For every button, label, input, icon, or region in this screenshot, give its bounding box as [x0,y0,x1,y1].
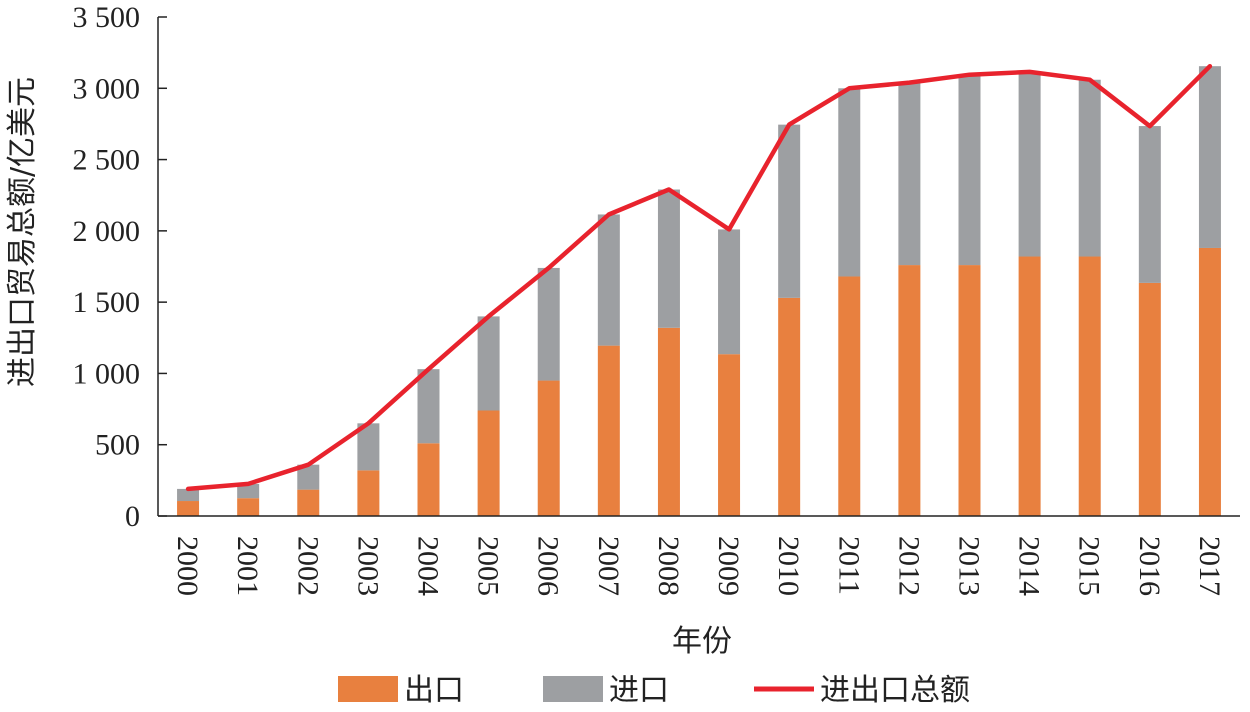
bar-import [477,316,500,411]
bar-import [898,82,921,266]
x-axis: 2000 2001 2002 2003 2004 2005 2006 2007 2008 2009… [158,515,1240,596]
bar-export [778,297,801,516]
y-tick-label: 500 [95,429,140,462]
y-tick-label: 2 500 [73,144,141,177]
bar-import [417,369,440,444]
bars [177,66,1221,517]
x-tick-label: 2013 [953,536,986,596]
legend-label-import: 进口 [609,673,669,708]
bar-export [1138,282,1161,516]
bar-import [357,423,380,471]
bar-export [477,410,500,516]
legend-swatch-export [338,676,398,702]
bar-export [597,345,620,516]
x-tick-label: 2006 [532,536,565,596]
x-tick-label: 2002 [291,536,324,596]
bar-export [1078,256,1101,516]
bar-import [657,189,680,328]
bar-import [1078,79,1101,257]
x-tick-label: 2007 [592,536,625,596]
x-tick-label: 2005 [472,536,505,596]
bar-import [1198,66,1221,248]
bar-export [718,354,741,516]
bar-export [237,498,260,516]
total-line [185,63,1213,492]
bar-import [778,124,801,298]
bar-export [838,276,861,516]
total-line-layer [185,63,1213,492]
y-axis-title: 进出口贸易总额/亿美元 [5,77,40,387]
bar-import [597,214,620,346]
y-axis: 0 500 1 000 1 500 2 000 2 500 3 000 3 500 [73,1,167,533]
bar-export [177,501,200,516]
bar-export [1018,256,1041,516]
legend-swatch-import [543,676,603,702]
x-tick-label: 2014 [1013,536,1046,596]
bar-import [1138,126,1161,283]
bar-import [177,488,200,502]
bar-import [297,464,320,490]
bar-export [898,265,921,516]
x-tick-label: 2015 [1073,536,1106,596]
y-tick-label: 0 [125,500,140,533]
y-tick-label: 2 000 [73,215,141,248]
bar-export [357,470,380,516]
bar-export [297,489,320,516]
x-tick-label: 2004 [412,536,445,596]
legend-label-total: 进出口总额 [820,673,970,708]
bar-import [958,74,981,266]
x-tick-label: 2000 [171,536,204,596]
y-tick-label: 3 500 [73,1,141,34]
y-tick-label: 1 000 [73,357,141,390]
x-tick-label: 2017 [1193,536,1226,596]
x-tick-label: 2001 [231,536,264,596]
bar-export [1198,247,1221,517]
x-tick-label: 2011 [832,536,865,595]
x-axis-title: 年份 [672,624,732,659]
bar-export [657,327,680,516]
legend-label-export: 出口 [404,673,464,708]
x-tick-label: 2010 [772,536,805,596]
bar-import [838,88,861,277]
bar-import [537,267,560,381]
x-tick-label: 2008 [652,536,685,596]
bar-import [237,483,260,499]
x-tick-label: 2016 [1133,536,1166,596]
x-tick-label: 2012 [892,536,925,596]
x-tick-label: 2003 [351,536,384,596]
y-tick-label: 1 500 [73,286,141,319]
bar-import [718,229,741,355]
bar-export [537,380,560,516]
legend: 出口 进口 进出口总额 [338,673,970,708]
y-tick-label: 3 000 [73,72,141,105]
x-tick-label: 2009 [712,536,745,596]
bar-export [417,443,440,516]
bar-import [1018,71,1041,257]
bar-export [958,265,981,516]
